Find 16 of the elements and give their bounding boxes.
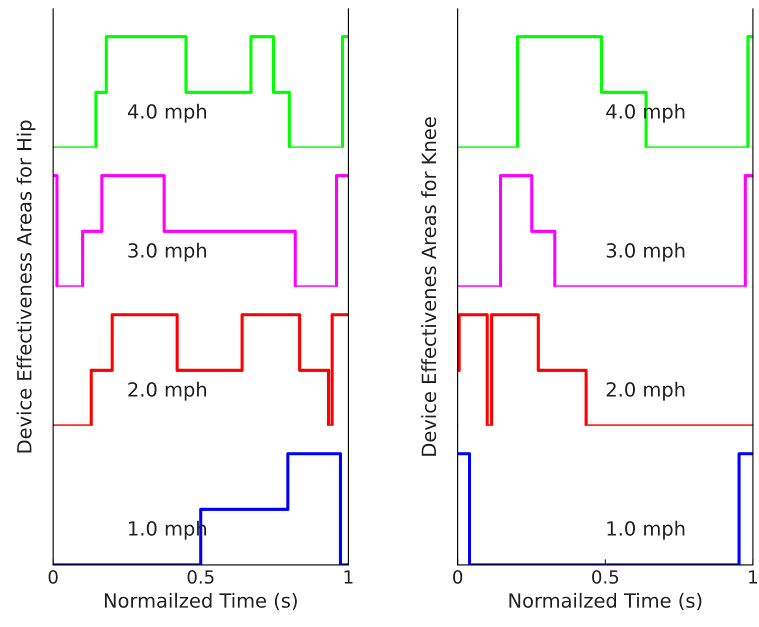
annotation: 2.0 mph — [606, 382, 684, 401]
x-tick-label: 0.5 — [188, 570, 214, 584]
x-axis-title: Normailzed Time (s) — [509, 592, 702, 610]
x-tick-label: 0 — [48, 570, 58, 584]
x-tick-label: 0 — [453, 570, 462, 584]
x-tick-label: 1 — [344, 570, 352, 584]
annotation: 1.0 mph — [607, 520, 684, 540]
annotation: 3.0 mph — [128, 242, 206, 262]
annotation: 3.0 mph — [606, 242, 684, 262]
x-tick-label: 1 — [749, 570, 758, 584]
annotation: 2.0 mph — [128, 382, 206, 401]
x-axis-title: Normailzed Time (s) — [104, 592, 297, 610]
y-axis-title: Device Effectiveness Areas for Hip — [16, 120, 36, 452]
y-axis-title: Device Effectivenes Areas for Knee — [421, 117, 436, 456]
x-tick-label: 0.5 — [592, 570, 618, 584]
annotation: 4.0 mph — [128, 104, 206, 123]
